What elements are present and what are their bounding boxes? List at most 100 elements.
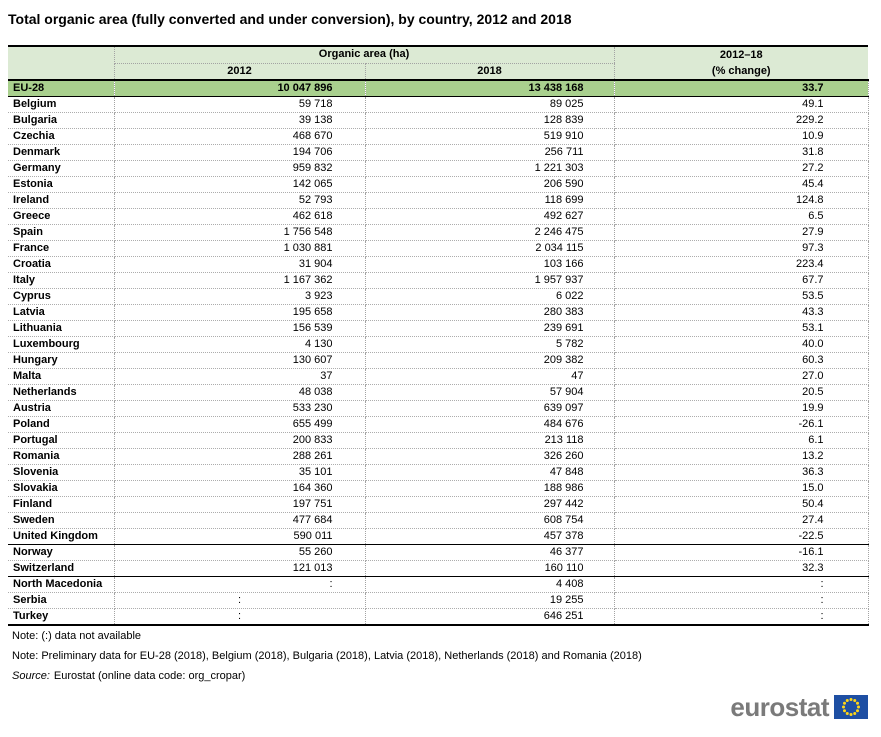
table-row: Norway 55 260 46 377 -16.1 xyxy=(8,544,869,561)
value-2012-cell: 468 670 xyxy=(114,128,366,145)
country-cell: Germany xyxy=(8,160,115,177)
value-2018-cell: 239 691 xyxy=(365,320,615,337)
value-2018-cell: 13 438 168 xyxy=(365,79,615,97)
country-cell: Sweden xyxy=(8,512,115,529)
value-2018-cell: 326 260 xyxy=(365,448,615,465)
organic-area-table: Organic area (ha) 2012–18 (% change) 201… xyxy=(8,45,869,626)
value-2018-cell: 47 848 xyxy=(365,464,615,481)
value-2018-cell: 128 839 xyxy=(365,112,615,129)
value-2018-cell: 89 025 xyxy=(365,96,615,113)
table-row: Slovakia 164 360 188 986 15.0 xyxy=(8,480,869,497)
table-row: Malta 37 47 27.0 xyxy=(8,368,869,385)
country-cell: Ireland xyxy=(8,192,115,209)
value-change-cell: 27.9 xyxy=(614,224,869,241)
value-2018-cell: 646 251 xyxy=(365,608,615,626)
table-row: Spain 1 756 548 2 246 475 27.9 xyxy=(8,224,869,241)
value-2012-cell: 4 130 xyxy=(114,336,366,353)
value-2012-cell: 142 065 xyxy=(114,176,366,193)
table-row: Greece 462 618 492 627 6.5 xyxy=(8,208,869,225)
value-change-cell: 67.7 xyxy=(614,272,869,289)
country-cell: Norway xyxy=(8,544,115,561)
value-2018-cell: 103 166 xyxy=(365,256,615,273)
value-change-cell: 15.0 xyxy=(614,480,869,497)
country-cell: Italy xyxy=(8,272,115,289)
table-row: France 1 030 881 2 034 115 97.3 xyxy=(8,240,869,257)
value-2018-cell: 57 904 xyxy=(365,384,615,401)
value-change-cell: 50.4 xyxy=(614,496,869,513)
value-change-cell: 49.1 xyxy=(614,96,869,113)
table-row-eu28: EU-28 10 047 896 13 438 168 33.7 xyxy=(8,79,869,97)
value-change-cell: -26.1 xyxy=(614,416,869,433)
value-2018-cell: 256 711 xyxy=(365,144,615,161)
eu-flag-icon xyxy=(834,695,868,719)
group-header-organic-area: Organic area (ha) xyxy=(114,46,615,64)
country-cell: Austria xyxy=(8,400,115,417)
country-cell: Latvia xyxy=(8,304,115,321)
note-preliminary-data: Note: Preliminary data for EU-28 (2018),… xyxy=(12,650,642,662)
table-header: Organic area (ha) 2012–18 (% change) 201… xyxy=(8,46,869,80)
value-2018-cell: 639 097 xyxy=(365,400,615,417)
country-cell: Turkey xyxy=(8,608,115,626)
table-body: EU-28 10 047 896 13 438 168 33.7 Belgium 59 7… xyxy=(8,79,869,626)
value-2018-cell: 297 442 xyxy=(365,496,615,513)
value-2012-cell: 1 167 362 xyxy=(114,272,366,289)
value-2018-cell: 160 110 xyxy=(365,560,615,577)
table-row: Hungary 130 607 209 382 60.3 xyxy=(8,352,869,369)
value-2012-cell: 3 923 xyxy=(114,288,366,305)
value-change-cell: 97.3 xyxy=(614,240,869,257)
table-row: Serbia:19 255: xyxy=(8,592,869,609)
value-2012-cell: 31 904 xyxy=(114,256,366,273)
value-2012-cell: 194 706 xyxy=(114,144,366,161)
value-change-cell: 6.5 xyxy=(614,208,869,225)
value-2012-cell: 130 607 xyxy=(114,352,366,369)
table-row: Germany 959 832 1 221 303 27.2 xyxy=(8,160,869,177)
value-change-cell: 124.8 xyxy=(614,192,869,209)
country-cell: Switzerland xyxy=(8,560,115,577)
change-header-period: 2012–18 xyxy=(719,49,763,61)
value-change-cell: 10.9 xyxy=(614,128,869,145)
value-2018-cell: 457 378 xyxy=(365,528,615,545)
table-row: Ireland 52 793 118 699 124.8 xyxy=(8,192,869,209)
value-2012-cell: 48 038 xyxy=(114,384,366,401)
country-cell: Greece xyxy=(8,208,115,225)
value-change-cell: : xyxy=(614,608,869,626)
source-label: Source: xyxy=(12,670,50,682)
value-2012-cell: 1 756 548 xyxy=(114,224,366,241)
column-header-2018: 2018 xyxy=(365,63,615,80)
country-cell: Lithuania xyxy=(8,320,115,337)
value-2012-cell: 959 832 xyxy=(114,160,366,177)
value-change-cell: 33.7 xyxy=(614,79,869,97)
value-2012-cell: 59 718 xyxy=(114,96,366,113)
value-change-cell: 40.0 xyxy=(614,336,869,353)
table-row: Romania 288 261 326 260 13.2 xyxy=(8,448,869,465)
value-change-cell: 36.3 xyxy=(614,464,869,481)
country-cell: Croatia xyxy=(8,256,115,273)
value-2018-cell: 188 986 xyxy=(365,480,615,497)
country-cell: Bulgaria xyxy=(8,112,115,129)
country-cell: Slovakia xyxy=(8,480,115,497)
table-row: Bulgaria 39 138 128 839 229.2 xyxy=(8,112,869,129)
value-2018-cell: 213 118 xyxy=(365,432,615,449)
value-2012-cell: 288 261 xyxy=(114,448,366,465)
value-2012-cell: 37 xyxy=(114,368,366,385)
value-2018-cell: 519 910 xyxy=(365,128,615,145)
value-change-cell: 45.4 xyxy=(614,176,869,193)
value-2012-cell: 39 138 xyxy=(114,112,366,129)
table-row: Poland 655 499 484 676 -26.1 xyxy=(8,416,869,433)
country-cell: France xyxy=(8,240,115,257)
country-cell: Netherlands xyxy=(8,384,115,401)
country-cell: Poland xyxy=(8,416,115,433)
value-2012-cell: 477 684 xyxy=(114,512,366,529)
table-row: Lithuania 156 539 239 691 53.1 xyxy=(8,320,869,337)
value-2018-cell: 206 590 xyxy=(365,176,615,193)
country-cell: United Kingdom xyxy=(8,528,115,545)
value-2018-cell: 280 383 xyxy=(365,304,615,321)
table-row: North Macedonia:4 408: xyxy=(8,576,869,593)
value-2018-cell: 1 221 303 xyxy=(365,160,615,177)
table-row: Latvia 195 658 280 383 43.3 xyxy=(8,304,869,321)
country-cell: Estonia xyxy=(8,176,115,193)
value-2018-cell: 118 699 xyxy=(365,192,615,209)
country-cell: Finland xyxy=(8,496,115,513)
value-2012-cell: 156 539 xyxy=(114,320,366,337)
